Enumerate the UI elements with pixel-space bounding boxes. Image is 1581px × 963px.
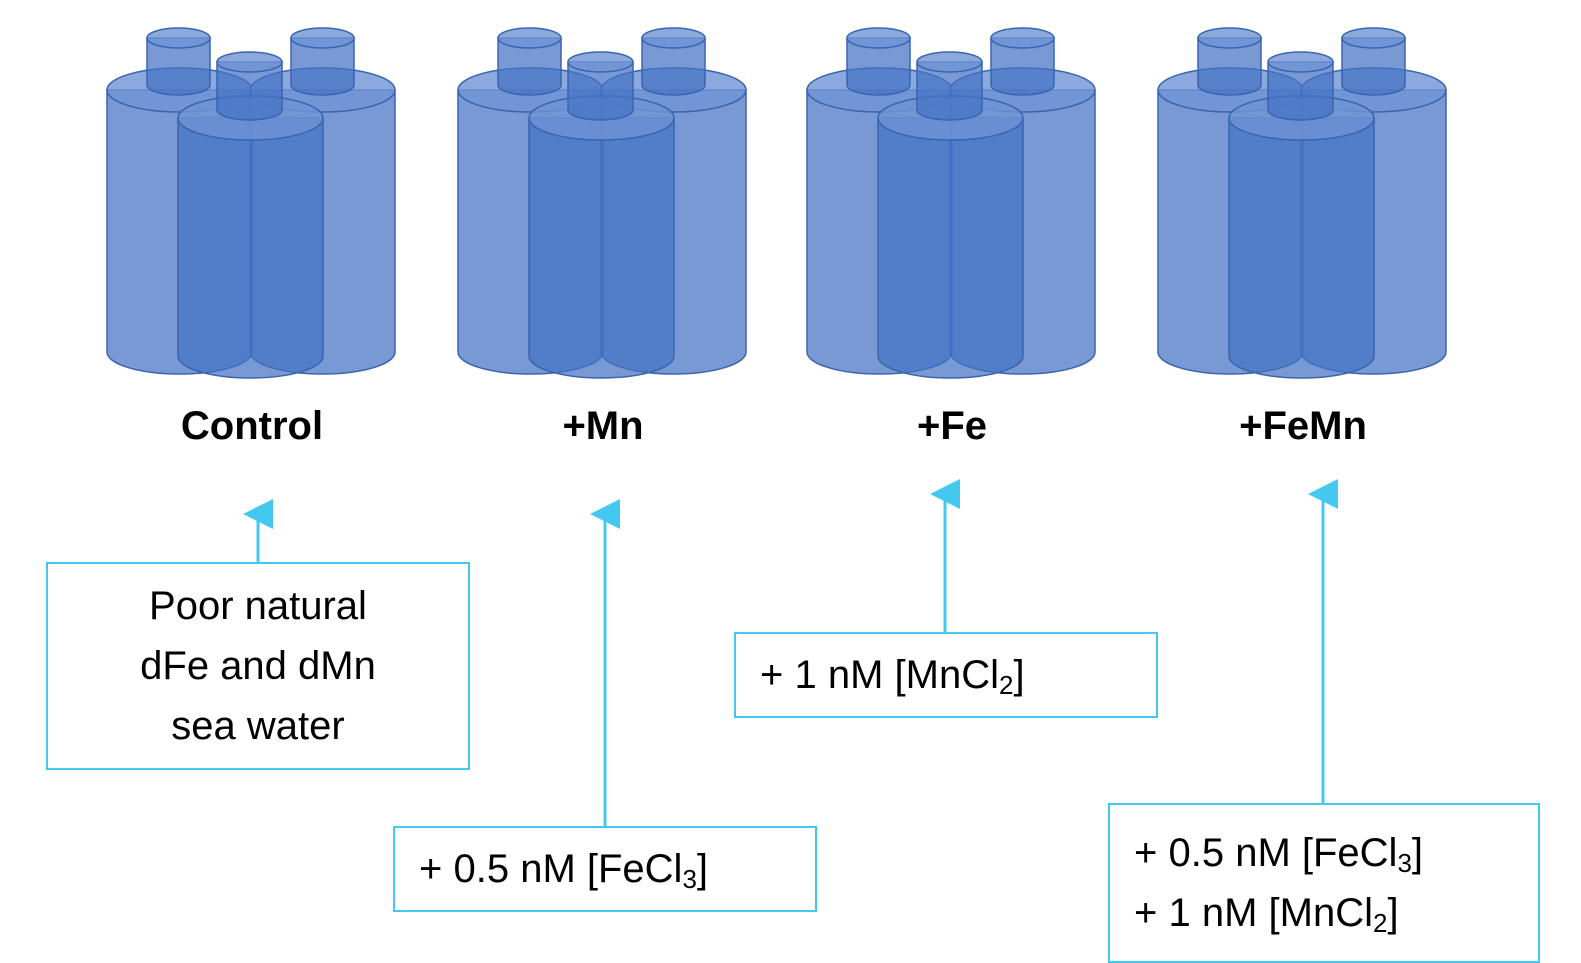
group-label: +Fe	[802, 404, 1102, 449]
cylinder-top	[1268, 52, 1333, 72]
note-text: dFe and dMn	[140, 644, 376, 688]
note-line: Poor natural	[48, 576, 468, 636]
cylinder-top	[217, 52, 282, 72]
cylinder-top	[1198, 28, 1261, 48]
cylinder-top	[291, 28, 354, 48]
small-cap-right	[991, 28, 1054, 95]
small-cap-front	[217, 52, 282, 120]
small-cap-left	[147, 28, 210, 95]
note-text: Poor natural	[149, 584, 367, 628]
small-cap-right	[1342, 28, 1405, 95]
note-box: + 0.5 nM [FeCl3]	[393, 826, 817, 912]
subscript: 3	[682, 864, 696, 894]
note-text: + 1 nM [MnCl	[1134, 891, 1373, 935]
note-box: + 1 nM [MnCl2]	[734, 632, 1158, 718]
note-box: Poor natural dFe and dMn sea water	[46, 562, 470, 770]
note-line: sea water	[48, 696, 468, 756]
note-text: ]	[1387, 891, 1398, 935]
cylinder-top	[917, 52, 982, 72]
cylinder-body	[529, 118, 674, 378]
front-cylinder	[1229, 96, 1374, 378]
note-box: + 0.5 nM [FeCl3]+ 1 nM [MnCl2]	[1108, 803, 1540, 963]
subscript: 2	[999, 670, 1013, 700]
note-text: sea water	[171, 704, 344, 748]
note-line: + 0.5 nM [FeCl3]	[419, 839, 815, 899]
small-cap-left	[847, 28, 910, 95]
cylinder-top	[642, 28, 705, 48]
cylinder-top	[147, 28, 210, 48]
note-text: + 0.5 nM [FeCl	[1134, 831, 1397, 875]
note-text: + 0.5 nM [FeCl	[419, 847, 682, 891]
group-label: Control	[102, 404, 402, 449]
small-cap-left	[498, 28, 561, 95]
note-line: + 1 nM [MnCl2]	[1134, 883, 1538, 943]
subscript: 3	[1397, 848, 1411, 878]
cylinder-body	[178, 118, 323, 378]
cylinder-top	[498, 28, 561, 48]
front-cylinder	[529, 96, 674, 378]
small-cap-front	[917, 52, 982, 120]
note-text: + 1 nM [MnCl	[760, 653, 999, 697]
note-line: dFe and dMn	[48, 636, 468, 696]
note-text: ]	[1013, 653, 1024, 697]
front-cylinder	[178, 96, 323, 378]
note-text: ]	[1412, 831, 1423, 875]
cylinder-top	[991, 28, 1054, 48]
cylinder-body	[1229, 118, 1374, 378]
small-cap-right	[642, 28, 705, 95]
cylinder-top	[1342, 28, 1405, 48]
note-line: + 0.5 nM [FeCl3]	[1134, 823, 1538, 883]
page: Control Poor natural dFe and dMn sea water +…	[0, 0, 1581, 955]
small-cap-right	[291, 28, 354, 95]
small-cap-front	[568, 52, 633, 120]
note-line: + 1 nM [MnCl2]	[760, 645, 1156, 705]
subscript: 2	[1373, 908, 1387, 938]
small-cap-front	[1268, 52, 1333, 120]
group-label: +Mn	[453, 404, 753, 449]
front-cylinder	[878, 96, 1023, 378]
cylinder-top	[568, 52, 633, 72]
cylinder-body	[878, 118, 1023, 378]
cylinder-top	[847, 28, 910, 48]
group-label: +FeMn	[1153, 404, 1453, 449]
note-text: ]	[697, 847, 708, 891]
small-cap-left	[1198, 28, 1261, 95]
